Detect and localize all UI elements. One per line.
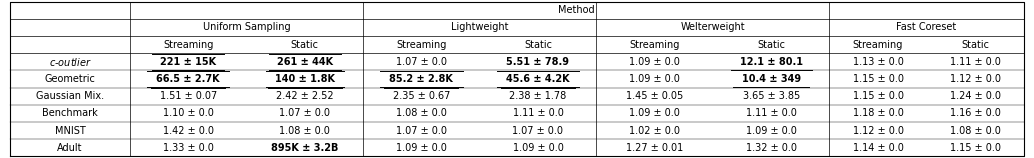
Text: 1.12 ± 0.0: 1.12 ± 0.0 <box>853 126 904 136</box>
Text: 1.10 ± 0.0: 1.10 ± 0.0 <box>162 108 214 118</box>
Text: 5.51 ± 78.9: 5.51 ± 78.9 <box>507 57 570 67</box>
Text: 1.24 ± 0.0: 1.24 ± 0.0 <box>949 91 1001 101</box>
Text: 1.09 ± 0.0: 1.09 ± 0.0 <box>746 126 796 136</box>
Text: Streaming: Streaming <box>396 40 447 50</box>
Text: 1.09 ± 0.0: 1.09 ± 0.0 <box>629 108 680 118</box>
Text: 1.32 ± 0.0: 1.32 ± 0.0 <box>746 143 796 153</box>
Text: Streaming: Streaming <box>853 40 904 50</box>
Text: Fast Coreset: Fast Coreset <box>896 22 956 32</box>
Text: Static: Static <box>757 40 785 50</box>
Text: Method: Method <box>558 5 596 15</box>
Text: 10.4 ± 349: 10.4 ± 349 <box>741 74 800 84</box>
Text: 12.1 ± 80.1: 12.1 ± 80.1 <box>739 57 802 67</box>
Text: 1.08 ± 0.0: 1.08 ± 0.0 <box>279 126 330 136</box>
Text: Static: Static <box>291 40 318 50</box>
Text: 2.35 ± 0.67: 2.35 ± 0.67 <box>393 91 450 101</box>
Text: Lightweight: Lightweight <box>451 22 509 32</box>
Text: 1.16 ± 0.0: 1.16 ± 0.0 <box>949 108 1001 118</box>
Text: 1.15 ± 0.0: 1.15 ± 0.0 <box>949 143 1001 153</box>
Text: Streaming: Streaming <box>630 40 679 50</box>
Text: 1.07 ± 0.0: 1.07 ± 0.0 <box>279 108 330 118</box>
Text: 1.08 ± 0.0: 1.08 ± 0.0 <box>949 126 1001 136</box>
Text: 1.27 ± 0.01: 1.27 ± 0.01 <box>626 143 683 153</box>
Text: 1.18 ± 0.0: 1.18 ± 0.0 <box>853 108 904 118</box>
Text: 2.38 ± 1.78: 2.38 ± 1.78 <box>510 91 567 101</box>
Text: 1.12 ± 0.0: 1.12 ± 0.0 <box>949 74 1001 84</box>
Text: 1.02 ± 0.0: 1.02 ± 0.0 <box>629 126 680 136</box>
Text: 45.6 ± 4.2K: 45.6 ± 4.2K <box>507 74 570 84</box>
Text: 1.11 ± 0.0: 1.11 ± 0.0 <box>513 108 564 118</box>
Text: Streaming: Streaming <box>163 40 213 50</box>
Text: 1.11 ± 0.0: 1.11 ± 0.0 <box>949 57 1001 67</box>
Text: 1.13 ± 0.0: 1.13 ± 0.0 <box>853 57 904 67</box>
Text: Benchmark: Benchmark <box>42 108 98 118</box>
Text: 1.07 ± 0.0: 1.07 ± 0.0 <box>396 126 447 136</box>
Text: Gaussian Mix.: Gaussian Mix. <box>36 91 104 101</box>
Text: 1.33 ± 0.0: 1.33 ± 0.0 <box>162 143 214 153</box>
Text: 66.5 ± 2.7K: 66.5 ± 2.7K <box>156 74 220 84</box>
Text: 2.42 ± 2.52: 2.42 ± 2.52 <box>276 91 334 101</box>
Text: 1.09 ± 0.0: 1.09 ± 0.0 <box>396 143 447 153</box>
Text: 3.65 ± 3.85: 3.65 ± 3.85 <box>742 91 800 101</box>
Text: 895K ± 3.2B: 895K ± 3.2B <box>271 143 338 153</box>
Text: 1.08 ± 0.0: 1.08 ± 0.0 <box>396 108 447 118</box>
Text: Static: Static <box>524 40 552 50</box>
Text: 1.07 ± 0.0: 1.07 ± 0.0 <box>396 57 447 67</box>
Text: MNIST: MNIST <box>55 126 86 136</box>
Text: 85.2 ± 2.8K: 85.2 ± 2.8K <box>390 74 453 84</box>
Text: 1.45 ± 0.05: 1.45 ± 0.05 <box>626 91 683 101</box>
Text: 261 ± 44K: 261 ± 44K <box>277 57 333 67</box>
Text: Uniform Sampling: Uniform Sampling <box>203 22 291 32</box>
Text: 1.07 ± 0.0: 1.07 ± 0.0 <box>513 126 564 136</box>
Text: 1.11 ± 0.0: 1.11 ± 0.0 <box>746 108 796 118</box>
Text: Static: Static <box>962 40 990 50</box>
Text: 1.14 ± 0.0: 1.14 ± 0.0 <box>853 143 904 153</box>
Text: 1.15 ± 0.0: 1.15 ± 0.0 <box>853 74 904 84</box>
Text: 1.51 ± 0.07: 1.51 ± 0.07 <box>159 91 217 101</box>
Text: Geometric: Geometric <box>44 74 95 84</box>
Text: Adult: Adult <box>57 143 83 153</box>
Text: 1.09 ± 0.0: 1.09 ± 0.0 <box>513 143 564 153</box>
Text: 1.15 ± 0.0: 1.15 ± 0.0 <box>853 91 904 101</box>
Text: 221 ± 15K: 221 ± 15K <box>160 57 216 67</box>
Text: 140 ± 1.8K: 140 ± 1.8K <box>275 74 335 84</box>
Text: 1.42 ± 0.0: 1.42 ± 0.0 <box>162 126 214 136</box>
Text: Welterweight: Welterweight <box>680 22 746 32</box>
Text: $c$-outlier: $c$-outlier <box>49 56 92 68</box>
Text: 1.09 ± 0.0: 1.09 ± 0.0 <box>629 57 680 67</box>
Text: 1.09 ± 0.0: 1.09 ± 0.0 <box>629 74 680 84</box>
